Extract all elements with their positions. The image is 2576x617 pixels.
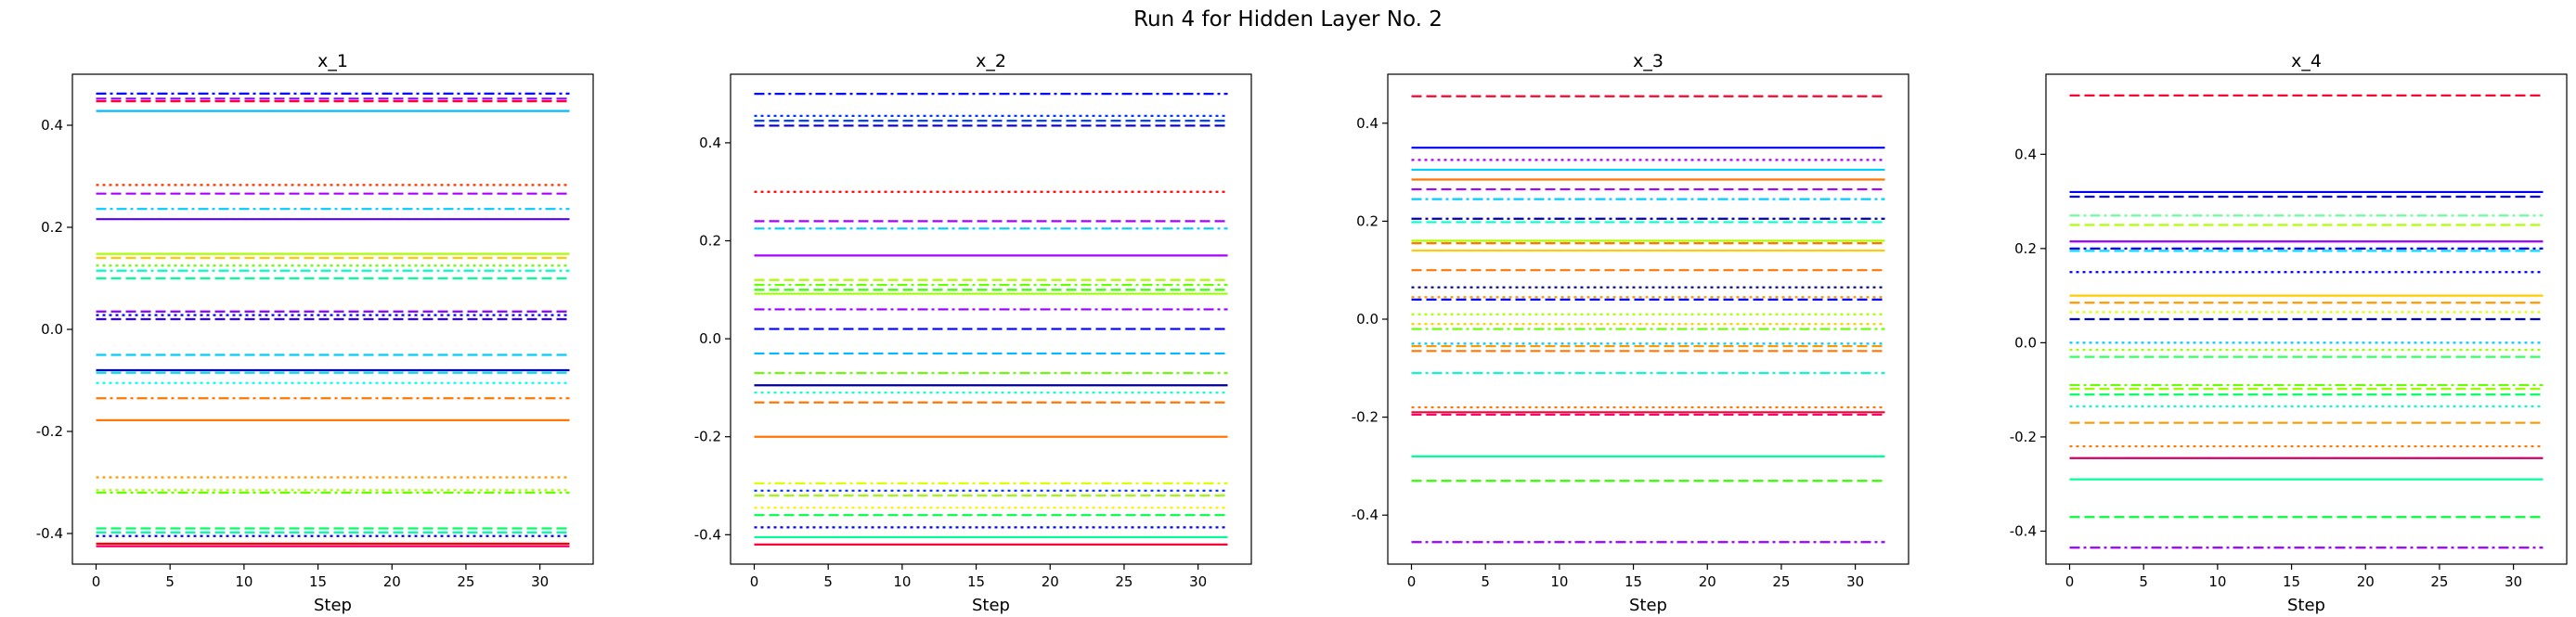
subplot-4: x_4 0 5 10 15 20 25 30 -0.4 -0.2 0.0 0.2 0.4 Step <box>2010 51 2568 615</box>
x-tick-label: 25 <box>457 573 474 590</box>
subplot-2: x_2 0 5 10 15 20 25 30 -0.4 -0.2 0.0 0.2 0.4 Step <box>694 51 1252 615</box>
axes-frame <box>2045 73 2568 565</box>
y-tick-label: 0.2 <box>2014 240 2037 257</box>
y-tick-label: 0.2 <box>699 233 721 250</box>
x-tick-label: 30 <box>1846 573 1864 590</box>
y-tick-label: 0.0 <box>41 321 63 338</box>
x-tick-label: 5 <box>1481 573 1490 590</box>
series-lines <box>96 92 570 547</box>
x-tick-label: 30 <box>1189 573 1207 590</box>
x-tick-label: 20 <box>383 573 401 590</box>
x-tick-label: 0 <box>750 573 759 590</box>
x-tick-label: 15 <box>309 573 327 590</box>
x-tick-label: 5 <box>2139 573 2148 590</box>
axes-frame <box>71 73 594 565</box>
x-tick-label: 10 <box>2208 573 2226 590</box>
x-tick-label: 15 <box>967 573 985 590</box>
x-tick-label: 0 <box>1407 573 1417 590</box>
x-tick-label: 30 <box>2505 573 2522 590</box>
subplot-title: x_4 <box>2291 51 2322 71</box>
x-tick-label: 0 <box>2065 573 2075 590</box>
y-tick-label: -0.4 <box>1352 507 1379 523</box>
y-tick-label: -0.2 <box>1352 409 1379 426</box>
x-tick-label: 10 <box>235 573 252 590</box>
subplot-3: x_3 0 5 10 15 20 25 30 -0.4 -0.2 0.0 0.2 0.4 Step <box>1352 51 1909 615</box>
y-tick-label: 0.4 <box>1356 115 1379 132</box>
series-lines <box>754 93 1228 546</box>
x-tick-label: 20 <box>1699 573 1716 590</box>
subplot-title: x_3 <box>1633 51 1663 71</box>
y-tick-label: 0.4 <box>699 135 721 151</box>
x-axis-label: Step <box>314 596 352 615</box>
y-tick-label: -0.4 <box>694 526 721 543</box>
figure-title: Run 4 for Hidden Layer No. 2 <box>1133 7 1443 32</box>
x-tick-label: 0 <box>92 573 101 590</box>
x-tick-label: 15 <box>1625 573 1642 590</box>
y-tick-label: 0.0 <box>1356 311 1379 328</box>
series-lines <box>1411 95 1885 544</box>
x-tick-label: 25 <box>1772 573 1790 590</box>
x-tick-label: 5 <box>165 573 175 590</box>
y-tick-label: -0.2 <box>2010 429 2037 445</box>
y-tick-label: -0.4 <box>36 525 63 542</box>
subplot-title: x_2 <box>976 51 1006 71</box>
series-lines <box>2069 94 2544 549</box>
plot-area <box>1388 74 1909 564</box>
y-tick-label: 0.2 <box>41 219 63 236</box>
y-tick-label: 0.2 <box>1356 212 1379 229</box>
x-tick-label: 25 <box>2430 573 2448 590</box>
axes-frame <box>730 73 1252 565</box>
subplots: x_1 0 5 10 15 20 25 30 -0.4 -0.2 0.0 0.2 0.4 Step x_2 0… <box>36 51 2568 615</box>
x-axis-label: Step <box>972 596 1010 615</box>
x-tick-label: 30 <box>531 573 549 590</box>
x-tick-label: 20 <box>1042 573 1059 590</box>
x-tick-label: 10 <box>893 573 911 590</box>
x-tick-label: 25 <box>1115 573 1133 590</box>
y-tick-label: 0.4 <box>41 117 63 134</box>
y-tick-label: 0.4 <box>2014 146 2037 162</box>
x-tick-label: 20 <box>2357 573 2375 590</box>
x-tick-label: 15 <box>2283 573 2300 590</box>
subplot-1: x_1 0 5 10 15 20 25 30 -0.4 -0.2 0.0 0.2 0.4 Step <box>36 51 594 615</box>
x-axis-label: Step <box>2287 596 2325 615</box>
y-tick-label: 0.0 <box>2014 334 2037 351</box>
y-tick-label: -0.2 <box>36 423 63 440</box>
y-tick-label: 0.0 <box>699 330 721 347</box>
x-tick-label: 5 <box>823 573 833 590</box>
subplot-title: x_1 <box>317 51 348 71</box>
x-tick-label: 10 <box>1550 573 1568 590</box>
y-tick-label: -0.4 <box>2010 522 2037 539</box>
x-axis-label: Step <box>1629 596 1667 615</box>
y-tick-label: -0.2 <box>694 429 721 445</box>
